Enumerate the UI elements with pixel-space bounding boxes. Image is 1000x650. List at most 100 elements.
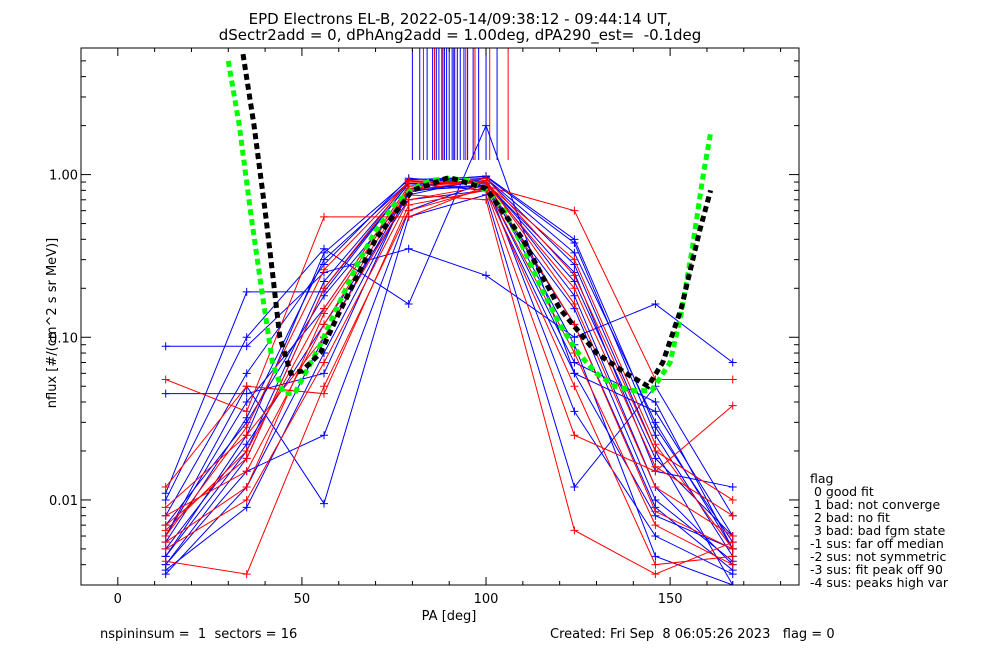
data-point-marker: [728, 358, 737, 367]
legend-item: -1 sus: far off median: [810, 536, 944, 551]
data-point-marker: [242, 431, 251, 440]
data-point-marker: [320, 244, 329, 253]
data-point-marker: [320, 309, 329, 318]
data-point-marker: [320, 265, 329, 274]
data-point-marker: [570, 284, 579, 293]
data-point-marker: [320, 431, 329, 440]
data-point-marker: [570, 291, 579, 300]
data-point-marker: [320, 382, 329, 391]
data-point-marker: [320, 277, 329, 286]
data-point-marker: [320, 212, 329, 221]
data-series-line: [165, 124, 733, 550]
data-point-marker: [651, 495, 660, 504]
data-point-marker: [651, 570, 660, 579]
data-point-marker: [728, 538, 737, 547]
data-series-line: [165, 179, 733, 526]
x-tick-label: 150: [658, 592, 683, 607]
data-point-marker: [651, 552, 660, 561]
data-series-line: [165, 194, 734, 537]
data-point-marker: [320, 499, 329, 508]
data-point-marker: [651, 446, 660, 455]
data-series-line: [165, 177, 733, 516]
data-point-marker: [728, 570, 737, 579]
data-series-line: [165, 183, 734, 537]
data-point-marker: [651, 462, 660, 471]
flag-legend: flag 0 good fit 1 bad: not converge 2 ba…: [810, 472, 948, 589]
data-point-marker: [570, 382, 579, 391]
data-series-line: [165, 181, 734, 550]
data-point-marker: [404, 206, 413, 215]
data-point-marker: [570, 358, 579, 367]
data-point-marker: [242, 423, 251, 432]
data-point-marker: [728, 483, 737, 492]
data-point-marker: [651, 532, 660, 541]
data-point-marker: [242, 483, 251, 492]
y-tick-label: 0.10: [49, 331, 78, 346]
data-series-line: [165, 177, 733, 543]
data-point-marker: [570, 526, 579, 535]
data-series-line: [165, 181, 733, 550]
data-point-marker: [242, 570, 251, 579]
data-point-marker: [728, 401, 737, 410]
data-point-marker: [242, 287, 251, 296]
data-point-marker: [570, 248, 579, 257]
data-point-marker: [242, 389, 251, 398]
data-point-marker: [651, 431, 660, 440]
data-point-marker: [320, 320, 329, 329]
data-point-marker: [482, 195, 491, 204]
data-point-marker: [728, 544, 737, 553]
data-point-marker: [404, 244, 413, 253]
data-point-marker: [242, 407, 251, 416]
data-point-marker: [570, 333, 579, 342]
data-point-marker: [482, 271, 491, 280]
data-point-marker: [404, 300, 413, 309]
data-point-marker: [570, 483, 579, 492]
data-point-marker: [570, 407, 579, 416]
plot-frame: [80, 47, 800, 586]
legend-item: 3 bad: bad fgm state: [810, 523, 946, 538]
data-series-line: [165, 248, 734, 363]
data-point-marker: [570, 235, 579, 244]
data-point-marker: [651, 300, 660, 309]
data-point-marker: [161, 566, 170, 575]
data-point-marker: [651, 407, 660, 416]
data-series-line: [165, 194, 733, 575]
data-point-marker: [482, 174, 491, 183]
data-point-marker: [570, 369, 579, 378]
data-series-line: [165, 185, 733, 413]
data-point-marker: [242, 467, 251, 476]
data-point-marker: [161, 375, 170, 384]
data-point-marker: [651, 560, 660, 569]
footer-created: Created: Fri Sep 8 06:05:26 2023 flag = …: [550, 627, 835, 642]
legend-item: 0 good fit: [810, 484, 874, 499]
data-point-marker: [242, 503, 251, 512]
data-point-marker: [161, 521, 170, 530]
data-series-line: [165, 185, 733, 566]
data-point-marker: [651, 483, 660, 492]
data-point-marker: [161, 557, 170, 566]
legend-item: 1 bad: not converge: [810, 497, 941, 512]
data-point-marker: [728, 495, 737, 504]
y-tick-label: 1.00: [49, 169, 78, 184]
data-point-marker: [242, 495, 251, 504]
data-point-marker: [242, 333, 251, 342]
x-tick-label: 0: [114, 592, 122, 607]
fit-curve: [240, 53, 714, 390]
legend-item: -3 sus: fit peak off 90: [810, 562, 943, 577]
x-tick-label: 100: [474, 592, 499, 607]
data-point-marker: [320, 284, 329, 293]
data-point-marker: [404, 176, 413, 185]
legend-item: -2 sus: not symmetric: [810, 549, 947, 564]
data-point-marker: [242, 369, 251, 378]
data-series-line: [165, 185, 734, 575]
data-point-marker: [651, 397, 660, 406]
x-tick-label: 50: [294, 592, 311, 607]
data-point-marker: [728, 511, 737, 520]
data-point-marker: [242, 397, 251, 406]
data-point-marker: [161, 483, 170, 492]
legend-item: 2 bad: no fit: [810, 510, 890, 525]
data-series-line: [165, 181, 733, 575]
data-point-marker: [161, 503, 170, 512]
data-point-marker: [320, 369, 329, 378]
data-point-marker: [728, 375, 737, 384]
